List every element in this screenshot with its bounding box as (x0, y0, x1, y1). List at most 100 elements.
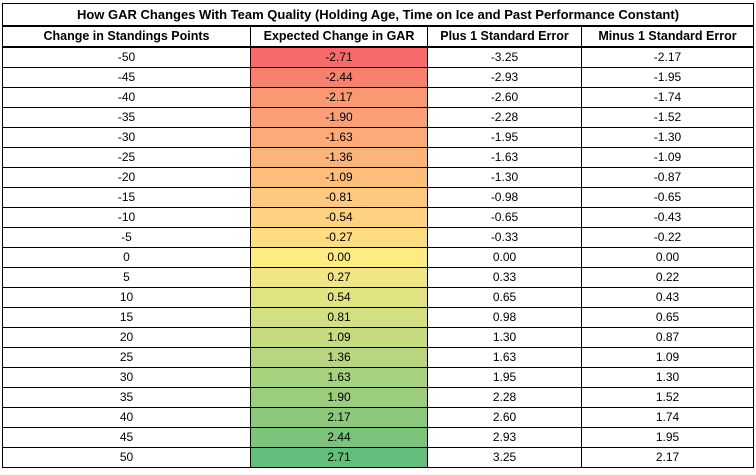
table-row: 45 2.44 2.93 1.95 (2, 427, 754, 448)
cell-minus-1-se: -1.30 (581, 127, 754, 148)
cell-standings-points: -15 (2, 187, 251, 208)
cell-plus-1-se: 0.33 (427, 267, 582, 288)
cell-expected-change-in-gar: -0.27 (250, 227, 428, 248)
header-plus-1-standard-error: Plus 1 Standard Error (427, 25, 582, 48)
cell-minus-1-se: 0.65 (581, 307, 754, 328)
cell-minus-1-se: 1.95 (581, 427, 754, 448)
cell-minus-1-se: -0.87 (581, 167, 754, 188)
table-row: 20 1.09 1.30 0.87 (2, 327, 754, 348)
cell-expected-change-in-gar: 1.63 (250, 367, 428, 388)
header-change-in-standings-points: Change in Standings Points (2, 25, 251, 48)
table-row: 50 2.71 3.25 2.17 (2, 447, 754, 468)
cell-minus-1-se: -2.17 (581, 46, 754, 68)
cell-plus-1-se: -1.63 (427, 147, 582, 168)
cell-standings-points: -45 (2, 67, 251, 88)
cell-standings-points: -10 (2, 207, 251, 228)
cell-standings-points: 45 (2, 427, 251, 448)
title-row: How GAR Changes With Team Quality (Holdi… (2, 3, 754, 27)
header-minus-1-standard-error: Minus 1 Standard Error (581, 25, 754, 48)
cell-standings-points: -5 (2, 227, 251, 248)
cell-plus-1-se: 0.00 (427, 247, 582, 268)
cell-standings-points: 5 (2, 267, 251, 288)
cell-plus-1-se: -2.60 (427, 87, 582, 108)
cell-standings-points: 15 (2, 307, 251, 328)
cell-expected-change-in-gar: 1.09 (250, 327, 428, 348)
cell-expected-change-in-gar: -2.71 (250, 46, 428, 68)
cell-expected-change-in-gar: 0.54 (250, 287, 428, 308)
cell-expected-change-in-gar: 2.71 (250, 447, 428, 468)
table-row: 40 2.17 2.60 1.74 (2, 407, 754, 428)
cell-plus-1-se: 0.65 (427, 287, 582, 308)
header-row: Change in Standings Points Expected Chan… (2, 25, 754, 48)
cell-minus-1-se: -1.74 (581, 87, 754, 108)
cell-standings-points: -40 (2, 87, 251, 108)
cell-standings-points: -50 (2, 46, 251, 68)
cell-standings-points: 50 (2, 447, 251, 468)
cell-plus-1-se: -1.30 (427, 167, 582, 188)
table-body: -50 -2.71 -3.25 -2.17 -45 -2.44 -2.93 -1.95 -40-… (2, 46, 754, 468)
cell-standings-points: 10 (2, 287, 251, 308)
table-title: How GAR Changes With Team Quality (Holdi… (2, 3, 754, 27)
table-row: -15 -0.81 -0.98 -0.65 (2, 187, 754, 208)
table-row: -40 -2.17 -2.60 -1.74 (2, 87, 754, 108)
cell-expected-change-in-gar: 0.81 (250, 307, 428, 328)
table-row: 0 0.00 0.00 0.00 (2, 247, 754, 268)
table-row: 5 0.27 0.33 0.22 (2, 267, 754, 288)
table-row: 25 1.36 1.63 1.09 (2, 347, 754, 368)
gar-team-quality-table: How GAR Changes With Team Quality (Holdi… (2, 3, 754, 468)
cell-standings-points: 35 (2, 387, 251, 408)
cell-minus-1-se: 1.09 (581, 347, 754, 368)
cell-standings-points: 20 (2, 327, 251, 348)
cell-plus-1-se: 1.30 (427, 327, 582, 348)
cell-minus-1-se: 2.17 (581, 447, 754, 468)
cell-plus-1-se: 1.95 (427, 367, 582, 388)
cell-minus-1-se: -1.09 (581, 147, 754, 168)
cell-plus-1-se: -0.65 (427, 207, 582, 228)
cell-standings-points: -20 (2, 167, 251, 188)
table-row: -50 -2.71 -3.25 -2.17 (2, 46, 754, 68)
cell-expected-change-in-gar: 1.36 (250, 347, 428, 368)
cell-expected-change-in-gar: 1.90 (250, 387, 428, 408)
cell-standings-points: 30 (2, 367, 251, 388)
cell-minus-1-se: 1.52 (581, 387, 754, 408)
cell-expected-change-in-gar: -2.17 (250, 87, 428, 108)
cell-plus-1-se: 2.28 (427, 387, 582, 408)
cell-expected-change-in-gar: 0.27 (250, 267, 428, 288)
cell-expected-change-in-gar: -1.09 (250, 167, 428, 188)
cell-plus-1-se: 1.63 (427, 347, 582, 368)
table-row: 10 0.54 0.65 0.43 (2, 287, 754, 308)
cell-plus-1-se: -3.25 (427, 46, 582, 68)
cell-plus-1-se: 0.98 (427, 307, 582, 328)
cell-plus-1-se: -2.28 (427, 107, 582, 128)
cell-minus-1-se: 0.00 (581, 247, 754, 268)
cell-expected-change-in-gar: 2.44 (250, 427, 428, 448)
table-row: -30 -1.63 -1.95 -1.30 (2, 127, 754, 148)
cell-minus-1-se: -0.43 (581, 207, 754, 228)
cell-plus-1-se: -0.98 (427, 187, 582, 208)
cell-standings-points: -30 (2, 127, 251, 148)
cell-standings-points: 0 (2, 247, 251, 268)
cell-minus-1-se: 0.22 (581, 267, 754, 288)
table-row: -45 -2.44 -2.93 -1.95 (2, 67, 754, 88)
table-row: 35 1.90 2.28 1.52 (2, 387, 754, 408)
table-row: 15 0.81 0.98 0.65 (2, 307, 754, 328)
cell-expected-change-in-gar: 2.17 (250, 407, 428, 428)
table-row: 30 1.63 1.95 1.30 (2, 367, 754, 388)
cell-standings-points: 25 (2, 347, 251, 368)
cell-plus-1-se: -0.33 (427, 227, 582, 248)
cell-plus-1-se: 3.25 (427, 447, 582, 468)
cell-minus-1-se: 1.30 (581, 367, 754, 388)
table-row: -35 -1.90 -2.28 -1.52 (2, 107, 754, 128)
table-row: -5 -0.27 -0.33 -0.22 (2, 227, 754, 248)
cell-minus-1-se: 0.87 (581, 327, 754, 348)
cell-expected-change-in-gar: -0.54 (250, 207, 428, 228)
header-expected-change-in-gar: Expected Change in GAR (250, 25, 428, 48)
cell-minus-1-se: -0.65 (581, 187, 754, 208)
cell-expected-change-in-gar: -1.90 (250, 107, 428, 128)
cell-expected-change-in-gar: -1.63 (250, 127, 428, 148)
cell-minus-1-se: 0.43 (581, 287, 754, 308)
cell-standings-points: -25 (2, 147, 251, 168)
cell-expected-change-in-gar: -2.44 (250, 67, 428, 88)
cell-standings-points: 40 (2, 407, 251, 428)
cell-minus-1-se: -0.22 (581, 227, 754, 248)
